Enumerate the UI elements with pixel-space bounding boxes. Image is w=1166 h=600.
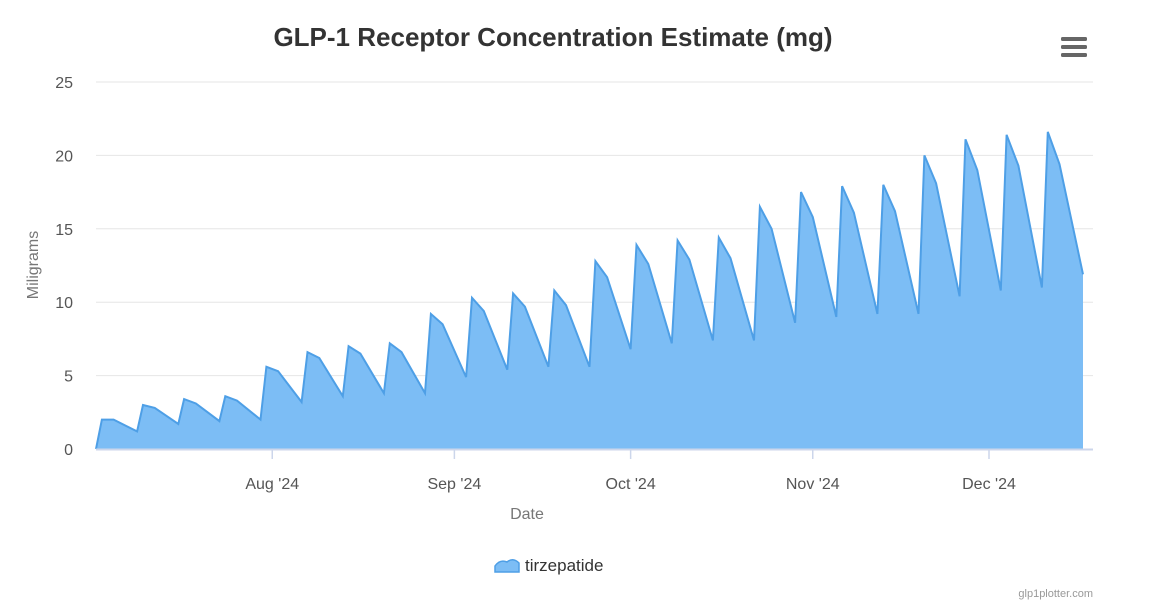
data-point — [635, 244, 637, 246]
data-point — [917, 313, 919, 315]
data-point — [976, 169, 978, 171]
data-point — [524, 305, 526, 307]
data-point — [259, 418, 261, 420]
data-point — [923, 154, 925, 156]
data-point — [389, 342, 391, 344]
credit-text[interactable]: glp1plotter.com — [1018, 588, 1093, 600]
data-point — [688, 258, 690, 260]
data-point — [853, 211, 855, 213]
data-point — [465, 376, 467, 378]
legend-area-icon — [494, 559, 520, 573]
data-point — [306, 351, 308, 353]
data-point — [101, 418, 103, 420]
tirzepatide-line — [95, 131, 1084, 450]
data-point — [483, 310, 485, 312]
y-tick-label: 20 — [55, 148, 73, 165]
data-point — [882, 184, 884, 186]
data-point — [236, 399, 238, 401]
data-point — [1017, 164, 1019, 166]
chart-menu-button[interactable] — [1056, 30, 1090, 60]
data-point — [835, 316, 837, 318]
data-point — [1082, 273, 1084, 275]
data-point — [1047, 131, 1049, 133]
data-point — [958, 295, 960, 297]
data-point — [894, 210, 896, 212]
x-axis-ticks: Aug '24 Sep '24 Oct '24 Nov '24 Dec '24 — [245, 449, 1016, 493]
x-tick-label: Nov '24 — [786, 476, 840, 493]
data-point — [342, 395, 344, 397]
data-point — [154, 407, 156, 409]
x-tick-label: Aug '24 — [245, 476, 299, 493]
data-point — [224, 395, 226, 397]
data-point — [841, 185, 843, 187]
tirzepatide-area — [96, 131, 1083, 449]
data-point — [359, 352, 361, 354]
data-point — [547, 366, 549, 368]
data-point — [277, 370, 279, 372]
data-point — [812, 216, 814, 218]
data-point — [671, 342, 673, 344]
y-tick-label: 10 — [55, 295, 73, 312]
data-point — [136, 430, 138, 432]
data-point — [142, 404, 144, 406]
data-point — [759, 206, 761, 208]
data-point — [1041, 286, 1043, 288]
y-tick-label: 15 — [55, 222, 73, 239]
data-point — [606, 276, 608, 278]
data-point — [471, 297, 473, 299]
data-point — [676, 239, 678, 241]
data-point — [1000, 289, 1002, 291]
y-axis-ticks: 0 5 10 15 20 25 — [55, 75, 73, 459]
x-tick-label: Sep '24 — [427, 476, 481, 493]
data-point — [300, 401, 302, 403]
legend-item-tirzepatide[interactable]: tirzepatide — [494, 556, 603, 575]
chart-title: GLP-1 Receptor Concentration Estimate (m… — [273, 22, 832, 52]
data-point — [441, 323, 443, 325]
data-point — [647, 263, 649, 265]
data-point — [753, 339, 755, 341]
hamburger-menu-icon — [1061, 37, 1087, 57]
data-point — [400, 351, 402, 353]
data-point — [318, 357, 320, 359]
data-point — [594, 260, 596, 262]
data-point — [712, 339, 714, 341]
data-point — [800, 191, 802, 193]
data-point — [1058, 163, 1060, 165]
data-point — [512, 292, 514, 294]
data-point — [195, 402, 197, 404]
data-point — [876, 313, 878, 315]
data-point — [183, 398, 185, 400]
data-point — [964, 138, 966, 140]
y-axis-title: Miligrams — [25, 231, 42, 299]
x-axis-title: Date — [510, 506, 544, 523]
data-point — [565, 304, 567, 306]
data-point — [935, 182, 937, 184]
data-point — [383, 392, 385, 394]
legend-label: tirzepatide — [525, 556, 603, 575]
data-point — [718, 236, 720, 238]
data-point — [794, 322, 796, 324]
data-point — [770, 228, 772, 230]
data-point — [729, 257, 731, 259]
data-point — [177, 423, 179, 425]
data-point — [218, 420, 220, 422]
y-tick-label: 0 — [64, 442, 73, 459]
data-point — [506, 369, 508, 371]
y-tick-label: 25 — [55, 75, 73, 92]
x-tick-label: Oct '24 — [606, 476, 656, 493]
data-point — [112, 418, 114, 420]
data-point — [553, 289, 555, 291]
data-point — [265, 366, 267, 368]
data-point — [347, 345, 349, 347]
data-point — [424, 392, 426, 394]
data-point — [1005, 134, 1007, 136]
data-point — [588, 366, 590, 368]
y-tick-label: 5 — [64, 369, 73, 386]
x-tick-label: Dec '24 — [962, 476, 1016, 493]
data-point — [430, 313, 432, 315]
data-point — [629, 348, 631, 350]
